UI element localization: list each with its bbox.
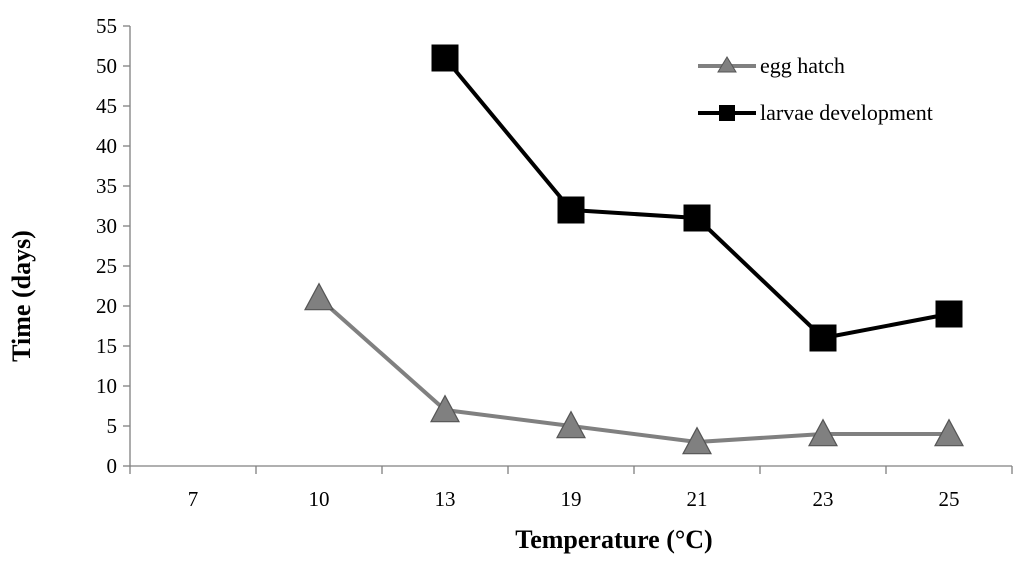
legend-entry: larvae development [698,100,933,125]
data-point [555,410,587,439]
legend-marker [719,105,735,121]
legend-entry: egg hatch [698,53,845,78]
series-group [303,44,965,455]
legend-label: egg hatch [760,53,845,78]
legend-label: larvae development [760,100,933,125]
data-point [935,300,963,328]
series-line [317,296,949,444]
y-tick-label: 5 [107,414,118,438]
x-tick-label: 25 [939,487,960,511]
series-egg-hatch [303,282,965,455]
y-tick-label: 10 [96,374,117,398]
y-axis-title: Time (days) [7,230,36,362]
data-point [557,196,585,224]
series-larvae-development [431,44,963,352]
x-tick-label: 23 [813,487,834,511]
y-tick-label: 50 [96,54,117,78]
data-point [807,418,839,447]
legend-marker [717,56,737,73]
y-tick-label: 0 [107,454,118,478]
data-point [809,324,837,352]
x-axis-title: Temperature (°C) [515,525,712,554]
axes: 0 5 10 15 20 25 30 35 40 45 50 55 7 10 13 19 21 23 25 [96,14,1013,511]
x-tick-label: 21 [687,487,708,511]
data-point [933,418,965,447]
data-point [683,204,711,232]
y-tick-label: 20 [96,294,117,318]
legend: egg hatch larvae development [698,53,933,125]
x-tick-label: 19 [561,487,582,511]
y-tick-label: 40 [96,134,117,158]
y-tick-label: 30 [96,214,117,238]
y-tick-label: 45 [96,94,117,118]
y-tick-label: 15 [96,334,117,358]
y-tick-label: 55 [96,14,117,38]
data-point [429,394,461,423]
data-point [431,44,459,72]
y-tick-label: 25 [96,254,117,278]
x-tick-label: 7 [188,487,199,511]
data-point [303,282,335,311]
x-tick-label: 10 [309,487,330,511]
x-tick-label: 13 [435,487,456,511]
y-tick-label: 35 [96,174,117,198]
data-point [681,426,713,455]
